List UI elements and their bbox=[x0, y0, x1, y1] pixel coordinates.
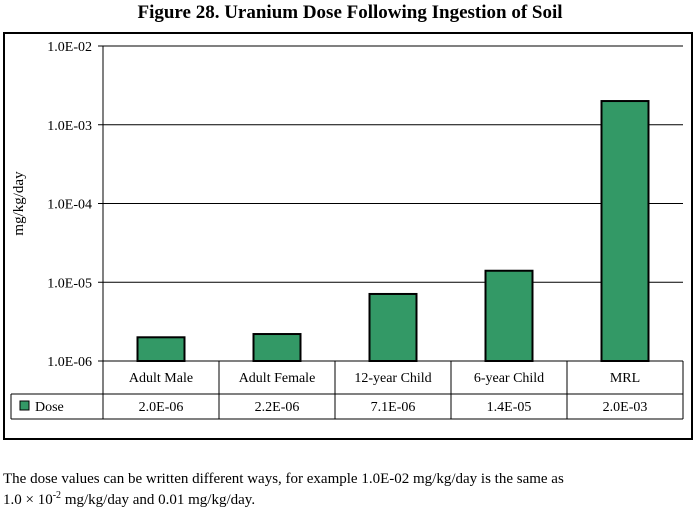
caption-exponent: -2 bbox=[52, 490, 62, 501]
bar bbox=[600, 100, 650, 362]
caption-line-2-b: mg/kg/day and 0.01 mg/kg/day. bbox=[61, 492, 256, 508]
legend-label: Dose bbox=[35, 400, 64, 415]
data-label: 2.0E-03 bbox=[603, 400, 648, 415]
chart-title: Figure 28. Uranium Dose Following Ingest… bbox=[137, 2, 563, 23]
caption-line-2: 1.0 × 10-2 mg/kg/day and 0.01 mg/kg/day. bbox=[3, 490, 693, 511]
bar bbox=[136, 336, 186, 362]
legend-swatch bbox=[19, 400, 30, 411]
y-axis-label: mg/kg/day bbox=[11, 171, 27, 236]
bar bbox=[252, 333, 302, 362]
x-category-label: 6-year Child bbox=[474, 371, 544, 386]
bar bbox=[368, 292, 418, 363]
caption: The dose values can be written different… bbox=[3, 469, 693, 511]
y-tick-label: 1.0E-02 bbox=[47, 40, 92, 55]
x-category-label: 12-year Child bbox=[354, 371, 431, 386]
caption-line-1: The dose values can be written different… bbox=[3, 471, 564, 487]
x-category-label: Adult Male bbox=[129, 371, 193, 386]
y-tick-label: 1.0E-03 bbox=[47, 119, 92, 134]
y-tick-label: 1.0E-06 bbox=[47, 355, 92, 370]
data-label: 2.2E-06 bbox=[255, 400, 300, 415]
data-label: 1.4E-05 bbox=[487, 400, 532, 415]
data-label: 7.1E-06 bbox=[371, 400, 416, 415]
y-tick-label: 1.0E-05 bbox=[47, 276, 92, 291]
chart-area bbox=[3, 32, 693, 440]
y-tick-label: 1.0E-04 bbox=[47, 198, 92, 213]
bar bbox=[484, 269, 534, 363]
caption-line-2-a: 1.0 × 10 bbox=[3, 492, 53, 508]
x-category-label: MRL bbox=[610, 371, 640, 386]
data-label: 2.0E-06 bbox=[139, 400, 184, 415]
x-category-label: Adult Female bbox=[239, 371, 316, 386]
